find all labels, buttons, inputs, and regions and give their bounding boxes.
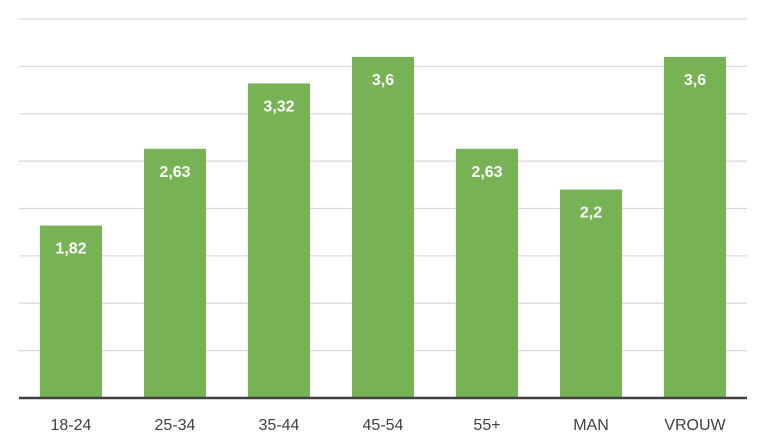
value-labels: 1,82 2,63 3,32 3,6 2,63 2,2 3,6 bbox=[55, 72, 706, 258]
bar-45-54 bbox=[352, 56, 414, 399]
x-tick-55+: 55+ bbox=[473, 417, 500, 434]
bar-35-44 bbox=[248, 83, 310, 399]
value-label-man: 2,2 bbox=[580, 205, 602, 222]
value-label-vrouw: 3,6 bbox=[684, 72, 706, 89]
value-label-25-34: 2,63 bbox=[159, 164, 190, 181]
bars bbox=[40, 56, 726, 399]
x-tick-vrouw: VROUW bbox=[664, 417, 726, 434]
x-tick-labels: 18-24 25-34 35-44 45-54 55+ MAN VROUW bbox=[51, 417, 727, 434]
x-tick-45-54: 45-54 bbox=[363, 417, 404, 434]
bar-25-34 bbox=[144, 148, 206, 398]
x-tick-18-24: 18-24 bbox=[51, 417, 92, 434]
bar-man bbox=[560, 189, 622, 398]
value-label-35-44: 3,32 bbox=[263, 98, 294, 115]
x-tick-man: MAN bbox=[573, 417, 609, 434]
value-label-45-54: 3,6 bbox=[372, 72, 394, 89]
bar-vrouw bbox=[664, 56, 726, 399]
x-tick-25-34: 25-34 bbox=[155, 417, 196, 434]
x-tick-35-44: 35-44 bbox=[259, 417, 300, 434]
value-label-55+: 2,63 bbox=[471, 164, 502, 181]
value-label-18-24: 1,82 bbox=[55, 241, 86, 258]
bar-18-24 bbox=[40, 225, 102, 398]
bar-55+ bbox=[456, 148, 518, 398]
